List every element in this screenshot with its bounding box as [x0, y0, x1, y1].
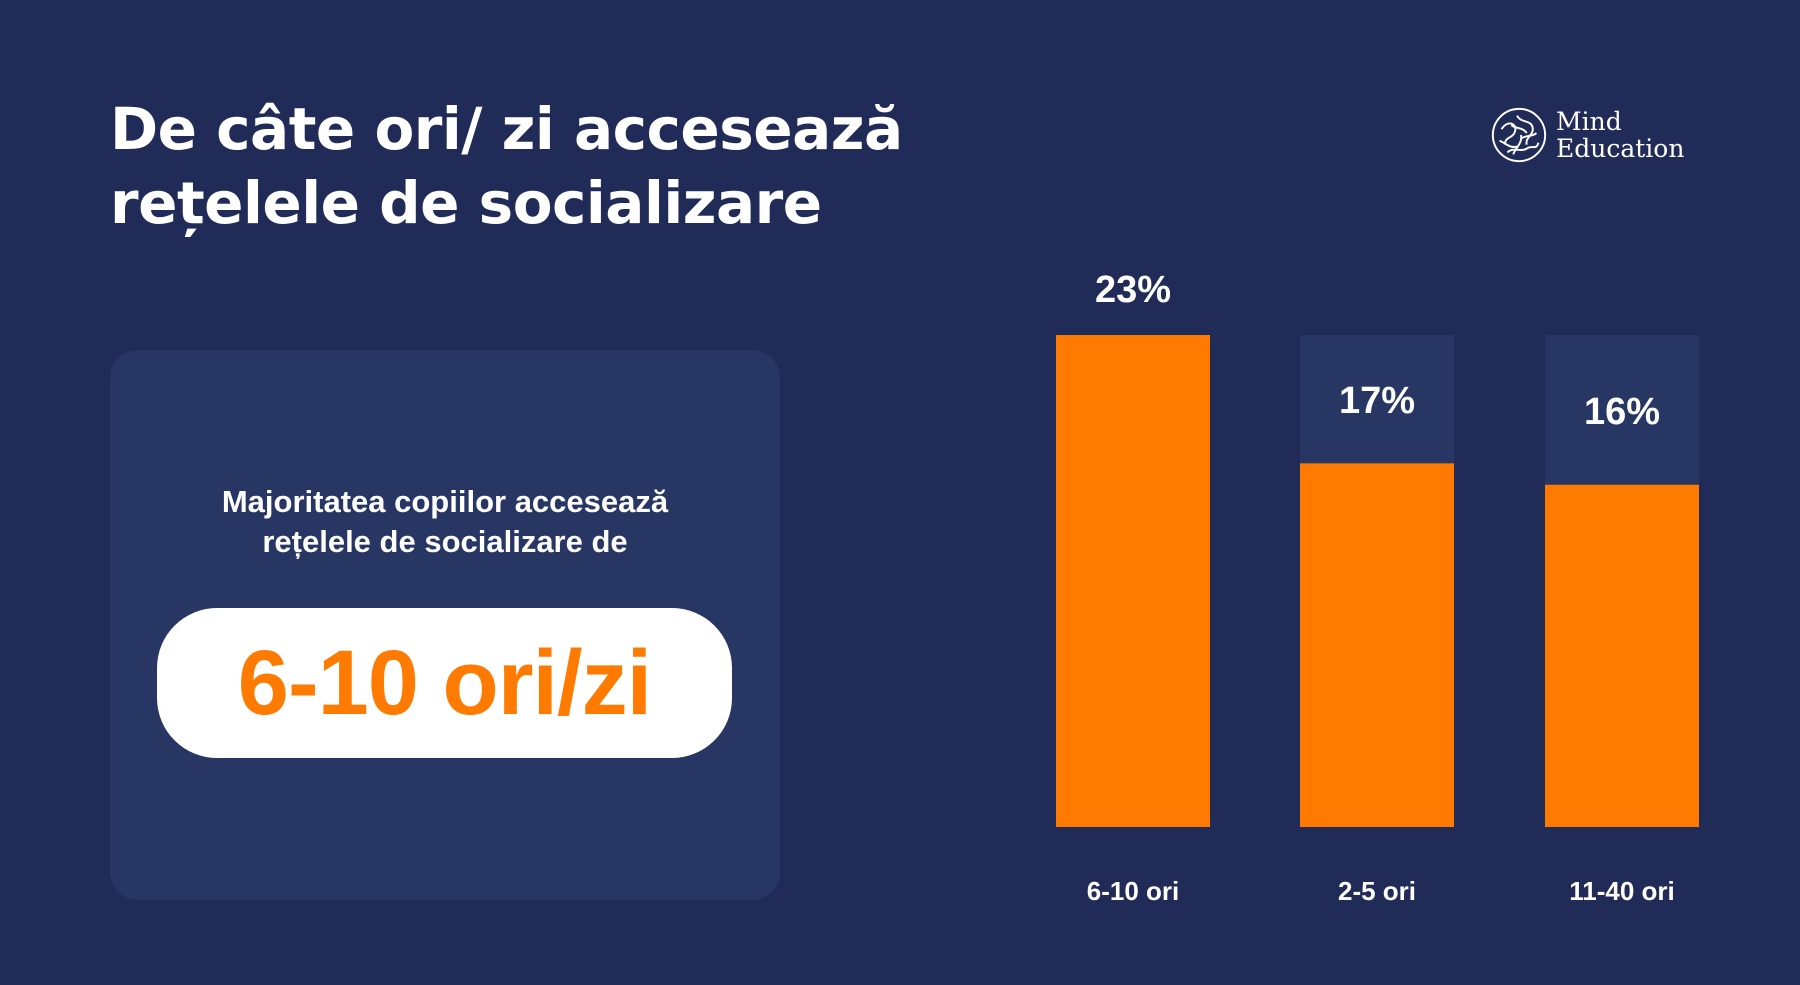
logo-line-1: Mind: [1556, 107, 1622, 136]
category-label: 2-5 ori: [1338, 876, 1416, 906]
summary-text: Majoritatea copiilor accesează rețelele …: [110, 482, 780, 562]
category-label: 6-10 ori: [1087, 876, 1180, 906]
title-line-2: rețelele de socializare: [110, 169, 822, 237]
highlight-pill: 6-10 ori/zi: [157, 608, 732, 758]
category-label: 11-40 ori: [1569, 876, 1675, 906]
summary-card: Majoritatea copiilor accesează rețelele …: [110, 350, 780, 900]
data-label: 23%: [1095, 269, 1171, 311]
logo-line-2: Education: [1556, 134, 1685, 163]
summary-line-2: rețelele de socializare de: [262, 524, 628, 559]
title-line-1: De câte ori/ zi accesează: [110, 95, 903, 163]
logo-wordmark: Mind Education: [1556, 108, 1684, 162]
data-label: 17%: [1339, 380, 1415, 422]
bar: [1300, 463, 1454, 827]
data-label: 16%: [1584, 391, 1660, 433]
bar: [1056, 335, 1210, 827]
mind-education-logo: Mind Education: [1488, 104, 1684, 166]
brain-icon: [1491, 107, 1547, 163]
summary-line-1: Majoritatea copiilor accesează: [221, 484, 669, 519]
highlight-value: 6-10 ori/zi: [237, 631, 652, 734]
chart-title: De câte ori/ zi accesează rețelele de so…: [110, 92, 1010, 240]
bar: [1545, 484, 1699, 827]
